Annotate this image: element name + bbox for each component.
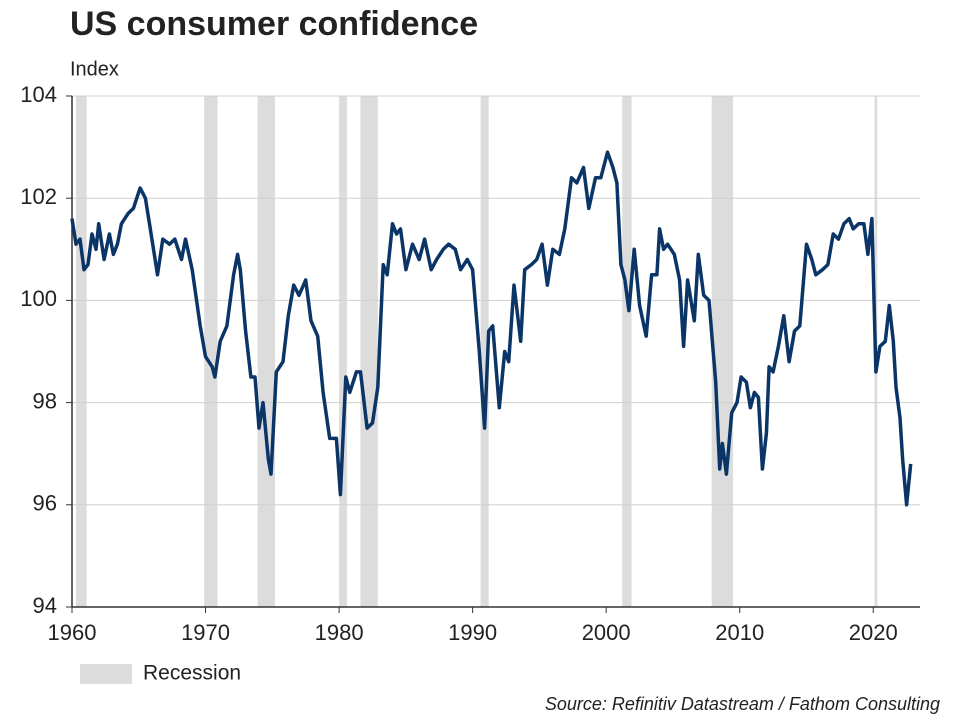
x-tick-label: 2000 — [582, 620, 631, 645]
x-tick-label: 1960 — [48, 620, 97, 645]
source: Source: Refinitiv Datastream / Fathom Co… — [545, 694, 940, 714]
y-tick-label: 104 — [20, 82, 57, 107]
x-tick-label: 1980 — [315, 620, 364, 645]
x-tick-label: 2020 — [849, 620, 898, 645]
recession-band — [360, 96, 378, 607]
x-tick-label: 1990 — [448, 620, 497, 645]
recession-band — [711, 96, 734, 607]
y-tick-label: 100 — [20, 286, 57, 311]
legend-swatch — [80, 664, 132, 684]
recession-band — [622, 96, 632, 607]
y-tick-label: 102 — [20, 184, 57, 209]
x-tick-label: 1970 — [181, 620, 230, 645]
subtitle: Index — [70, 58, 119, 80]
recession-band — [339, 96, 348, 607]
recession-band — [76, 96, 87, 607]
legend-label: Recession — [143, 662, 241, 685]
recession-band — [204, 96, 218, 607]
y-tick-label: 94 — [33, 593, 57, 618]
x-tick-label: 2010 — [715, 620, 764, 645]
y-tick-label: 96 — [33, 491, 57, 516]
recession-band — [257, 96, 275, 607]
chart-title: US consumer confidence — [70, 5, 478, 43]
y-tick-label: 98 — [33, 388, 57, 413]
data-line — [70, 150, 913, 507]
recession-band — [480, 96, 489, 607]
